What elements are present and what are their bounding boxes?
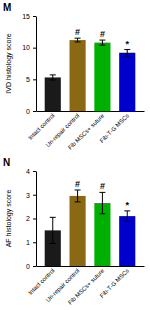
marks <box>45 38 136 111</box>
y-tick: 1 <box>26 239 36 246</box>
y-tick: 15 <box>22 13 36 20</box>
y-tick: 4 <box>26 168 36 175</box>
y-tick-label: 0 <box>26 263 30 270</box>
x-tick-label: Fib-T-G MSCs <box>99 112 130 143</box>
y-tick: 10 <box>22 44 36 51</box>
y-tick-label: 5 <box>26 76 30 83</box>
y-tick: 3 <box>26 191 36 198</box>
bar <box>70 196 86 266</box>
panel: 0 5 10 15 Intact controlUn-repair controlFib… <box>3 2 145 151</box>
axis-line <box>36 172 37 267</box>
y-axis: 0 1 2 3 4 <box>26 168 36 270</box>
error-bar-stem <box>77 38 78 42</box>
error-bar-stem <box>52 217 53 243</box>
error-bar <box>124 50 130 56</box>
error-bar-cap <box>99 45 105 46</box>
y-tick-label: 15 <box>22 13 30 20</box>
bar <box>94 43 110 111</box>
chart-svg: 051015Intact controlUn-repair controlFib… <box>0 0 150 310</box>
error-bar <box>99 192 105 213</box>
error-bar-stem <box>102 40 103 45</box>
error-bar-stem <box>77 190 78 202</box>
significance-marker: # <box>100 29 105 39</box>
significance-marker: # <box>75 27 80 37</box>
x-tick: Fib MSCs+ suture <box>67 112 106 151</box>
significance-marker: # <box>100 181 105 191</box>
error-bar-cap <box>124 221 130 222</box>
error-bar-cap <box>99 40 105 41</box>
error-bar <box>124 211 130 221</box>
error-bar <box>75 190 81 202</box>
x-tick: Fib-T-G MSCs <box>99 267 130 298</box>
y-tick-mark <box>33 111 36 112</box>
error-bar-cap <box>124 49 130 50</box>
error-bar <box>99 40 105 45</box>
error-bar-stem <box>52 75 53 80</box>
error-bar-cap <box>124 55 130 56</box>
axis-line <box>37 266 145 267</box>
y-tick-label: 0 <box>26 108 30 115</box>
y-tick-mark <box>33 171 36 172</box>
plot-area: 0 5 10 15 Intact controlUn-repair controlFib… <box>5 13 145 151</box>
bar <box>70 40 86 111</box>
significance-marker: # <box>75 179 80 189</box>
y-tick-label: 10 <box>22 44 30 51</box>
y-tick-mark <box>33 242 36 243</box>
bar <box>45 77 61 111</box>
error-bar-cap <box>75 38 81 39</box>
error-bar <box>50 217 56 243</box>
y-axis: 0 5 10 15 <box>22 13 36 115</box>
axis-line <box>36 17 37 112</box>
error-bar-cap <box>50 79 56 80</box>
y-tick-mark <box>33 219 36 220</box>
bar <box>119 53 135 111</box>
error-bar-cap <box>50 217 56 218</box>
y-axis-title: IVD histology score <box>5 33 13 93</box>
y-tick-label: 2 <box>26 215 30 222</box>
x-tick-label: Fib-T-G MSCs <box>99 267 130 298</box>
y-tick: 5 <box>26 76 36 83</box>
y-tick-mark <box>33 16 36 17</box>
panel-title: N <box>3 157 10 168</box>
error-bar <box>50 75 56 80</box>
error-bar-cap <box>124 210 130 211</box>
error-bar-cap <box>75 201 81 202</box>
x-tick: Fib-T-G MSCs <box>99 112 130 143</box>
significance-marker: * <box>125 200 129 210</box>
error-bar-stem <box>127 50 128 56</box>
x-tick: Fib MSCs+ suture <box>67 267 106 306</box>
x-tick-label: Fib MSCs+ suture <box>67 112 106 151</box>
y-tick-label: 1 <box>26 239 30 246</box>
y-tick: 0 <box>26 263 36 270</box>
error-bar-cap <box>99 213 105 214</box>
y-tick-label: 4 <box>26 168 30 175</box>
y-tick-mark <box>33 48 36 49</box>
error-bar <box>75 38 81 42</box>
y-tick: 0 <box>26 108 36 115</box>
chart-container: 051015Intact controlUn-repair controlFib… <box>0 0 150 310</box>
error-bar-cap <box>50 74 56 75</box>
y-tick-mark <box>33 79 36 80</box>
y-tick-mark <box>33 195 36 196</box>
error-bar-stem <box>102 192 103 213</box>
error-bar-cap <box>75 41 81 42</box>
panel: 0 1 2 3 4 Intact controlUn-repair controlFib … <box>3 157 145 306</box>
y-tick-label: 3 <box>26 191 30 198</box>
axis-line <box>37 111 145 112</box>
plot-area: 0 1 2 3 4 Intact controlUn-repair controlFib … <box>5 168 145 306</box>
marks <box>45 190 136 266</box>
y-tick-mark <box>33 266 36 267</box>
error-bar-cap <box>75 190 81 191</box>
error-bar-stem <box>127 211 128 221</box>
error-bar-cap <box>99 192 105 193</box>
x-axis: Intact controlUn-repair controlFib MSCs+… <box>27 112 144 151</box>
significance-marker: * <box>125 39 129 49</box>
panel-title: M <box>3 2 11 13</box>
y-tick: 2 <box>26 215 36 222</box>
error-bar-cap <box>50 243 56 244</box>
y-axis-title: AF histology score <box>5 190 13 248</box>
bar <box>119 216 135 266</box>
x-tick-label: Fib MSCs+ suture <box>67 267 106 306</box>
x-axis: Intact controlUn-repair controlFib MSCs+… <box>27 267 144 306</box>
